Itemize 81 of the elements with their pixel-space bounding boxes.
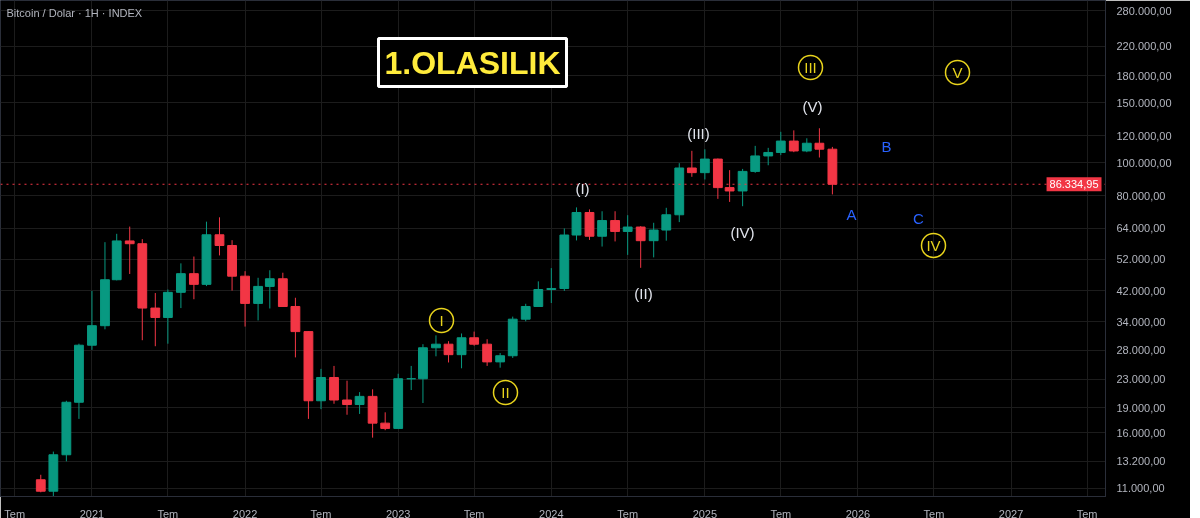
candlestick — [546, 267, 557, 304]
candlestick — [533, 280, 544, 308]
candlestick — [635, 225, 646, 269]
candlestick — [610, 210, 620, 242]
text: Bitcoin / Dolar · 1H · INDEX — [6, 6, 143, 19]
annotation: I — [439, 312, 444, 329]
candlestick — [584, 208, 595, 241]
y-tick-label: 150.000,00 — [1116, 96, 1172, 109]
y-tick-label: 52.000,00 — [1116, 253, 1166, 266]
y-tick-label: 180.000,00 — [1116, 69, 1172, 82]
candlestick — [150, 292, 161, 347]
x-tick-label: Tem — [617, 507, 639, 518]
candlestick — [264, 269, 275, 309]
y-tick-label: 120.000,00 — [1116, 129, 1172, 142]
candlestick — [622, 214, 633, 256]
x-tick-label: Tem — [310, 507, 332, 518]
candlestick — [354, 391, 365, 415]
x-tick-label: 2027 — [998, 507, 1024, 518]
x-tick-label: Tem — [157, 507, 179, 518]
y-tick-label: 80.000,00 — [1116, 189, 1166, 202]
candlestick — [661, 207, 672, 242]
x-tick-label: Tem — [770, 507, 792, 518]
annotation: III — [804, 59, 817, 76]
annotation: (V) — [802, 98, 823, 115]
candlestick — [571, 206, 582, 241]
y-tick-label: 16.000,00 — [1116, 426, 1166, 439]
text: 1.OLASILIK — [384, 44, 561, 81]
candlestick — [775, 131, 786, 156]
annotation: II — [501, 384, 510, 401]
y-tick-label: 11.000,00 — [1116, 482, 1165, 495]
y-tick-label: 280.000,00 — [1116, 4, 1172, 17]
x-tick-label: 2026 — [845, 507, 871, 518]
annotation: C — [913, 210, 925, 227]
candlestick — [482, 338, 493, 367]
candlestick — [431, 334, 441, 357]
x-tick-label: 2021 — [79, 507, 105, 518]
annotation: B — [881, 138, 892, 155]
candlestick — [329, 365, 339, 405]
x-tick-label: 2024 — [539, 507, 564, 518]
candlestick — [686, 150, 697, 178]
y-tick-label: 34.000,00 — [1116, 315, 1166, 328]
x-tick-label: Tem — [1076, 507, 1098, 518]
candlestick — [737, 168, 748, 207]
candlestick — [495, 352, 506, 369]
annotation: (III) — [687, 125, 710, 142]
y-tick-label: 220.000,00 — [1116, 40, 1172, 53]
y-tick-label: 28.000,00 — [1116, 344, 1166, 357]
y-tick-label: 100.000,00 — [1116, 156, 1172, 169]
x-tick-label: 2022 — [232, 507, 258, 518]
candlestick — [699, 148, 710, 180]
candlestick — [342, 380, 352, 416]
candlestick — [214, 216, 225, 256]
candlestick — [456, 332, 467, 369]
annotation: (IV) — [730, 224, 755, 241]
y-tick-label: 23.000,00 — [1116, 373, 1166, 386]
candlestick — [443, 340, 454, 363]
x-tick-label: 2025 — [692, 507, 718, 518]
annotation: (II) — [634, 285, 653, 302]
annotation: A — [846, 206, 857, 223]
annotation: (I) — [575, 180, 590, 197]
candlestick — [316, 368, 326, 410]
candlestick — [188, 256, 199, 300]
ref-line-label: 86.334,95 — [1049, 178, 1099, 191]
y-tick-label: 64.000,00 — [1116, 222, 1166, 235]
candlestick — [253, 277, 263, 321]
x-tick-label: Tem — [4, 507, 26, 518]
y-tick-label: 19.000,00 — [1116, 401, 1166, 414]
candlestick — [175, 262, 186, 309]
candlestick — [814, 127, 825, 159]
annotation: IV — [926, 237, 941, 254]
candlestick — [750, 145, 761, 174]
annotation: V — [952, 64, 963, 81]
candlestick — [648, 222, 659, 258]
y-tick-label: 13.200,00 — [1116, 455, 1166, 468]
x-tick-label: Tem — [463, 507, 485, 518]
x-tick-label: Tem — [923, 507, 945, 518]
x-tick-label: 2023 — [385, 507, 411, 518]
candlestick — [87, 290, 97, 351]
candlestick — [124, 226, 135, 275]
y-tick-label: 42.000,00 — [1116, 284, 1166, 297]
candlestick — [597, 210, 607, 248]
